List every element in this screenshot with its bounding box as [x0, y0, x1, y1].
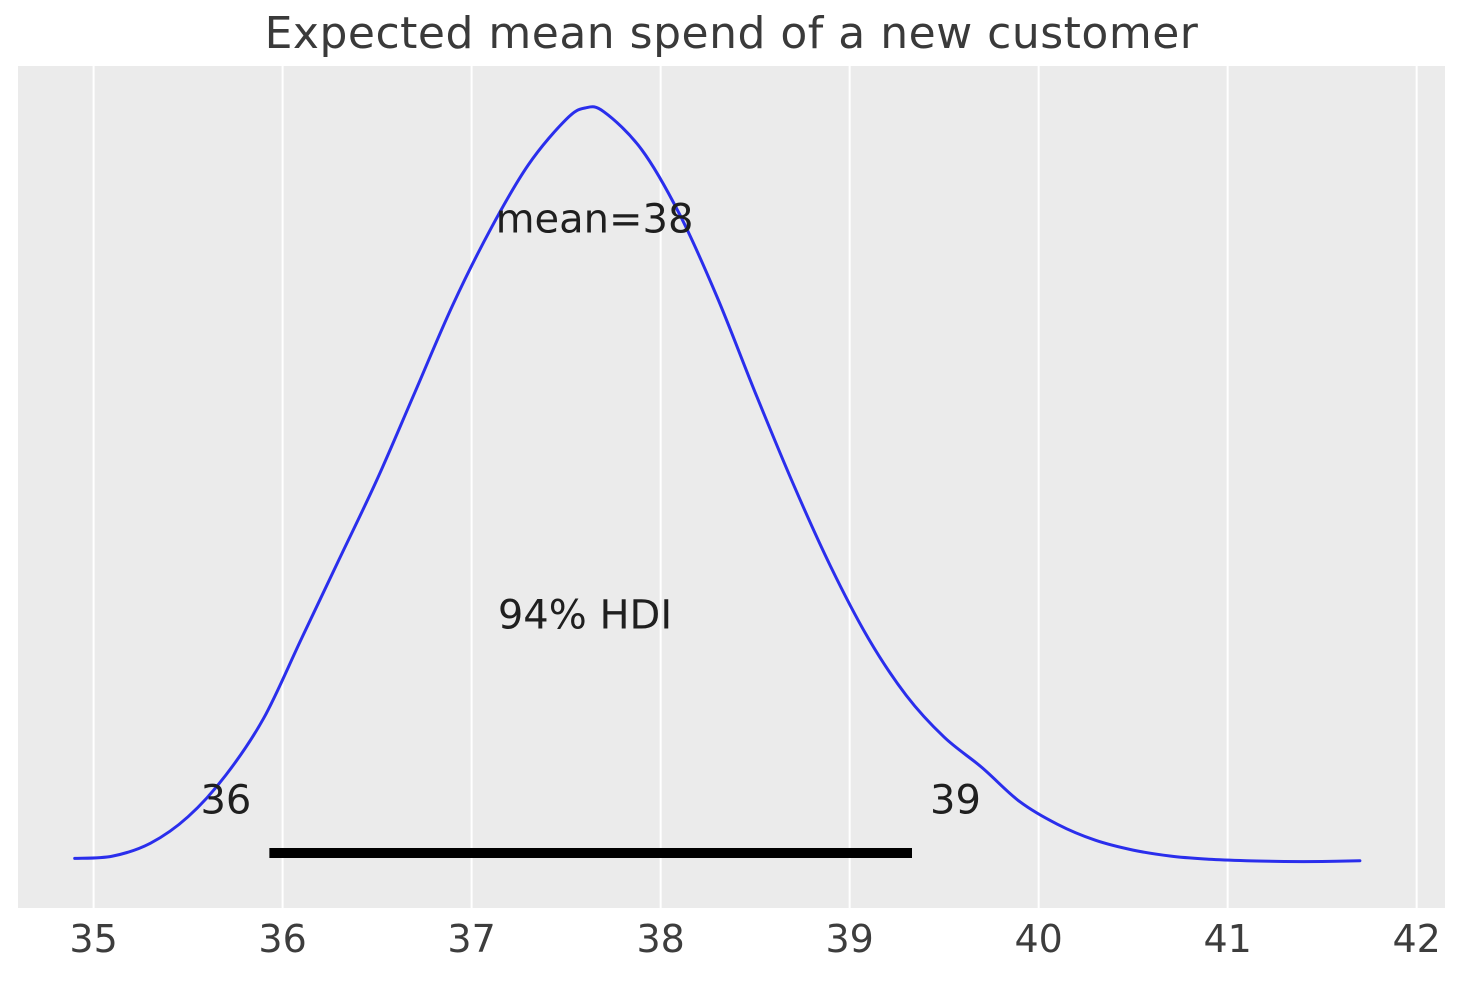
hdi-upper-bound-label: 39 — [930, 778, 981, 824]
hdi-lower-bound-label: 36 — [200, 778, 251, 824]
hdi-interval-label: 94% HDI — [498, 593, 672, 639]
density-curve — [73, 105, 1362, 864]
chart-title: Expected mean spend of a new customer — [264, 8, 1199, 59]
plot-background — [18, 66, 1445, 908]
x-tick-label-35: 35 — [69, 917, 117, 961]
gridlines — [92, 66, 1418, 908]
x-tick-label-36: 36 — [258, 917, 306, 961]
x-tick-labels: 35 36 37 38 39 40 41 42 — [69, 917, 1440, 961]
mean-label: mean=38 — [496, 196, 694, 242]
x-tick-label-37: 37 — [447, 917, 495, 961]
x-tick-label-41: 41 — [1203, 917, 1251, 961]
x-tick-label-38: 38 — [636, 917, 684, 961]
x-tick-label-42: 42 — [1392, 917, 1440, 961]
x-tick-label-39: 39 — [825, 917, 873, 961]
x-tick-label-40: 40 — [1014, 917, 1062, 961]
